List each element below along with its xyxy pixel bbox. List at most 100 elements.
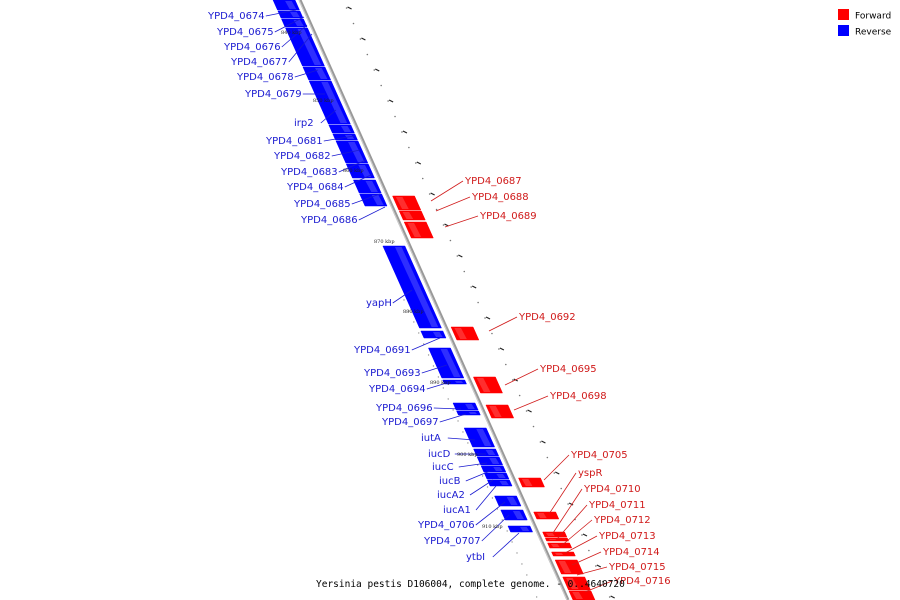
forward-leader-line xyxy=(444,215,479,228)
reverse-gene xyxy=(308,80,351,125)
legend-forward-swatch xyxy=(838,9,849,20)
major-tick xyxy=(347,6,352,10)
major-tick xyxy=(527,409,532,413)
forward-gene-label: YPD4_0710 xyxy=(583,484,641,495)
minor-tick xyxy=(553,472,556,474)
minor-tick xyxy=(394,115,396,118)
forward-gene xyxy=(533,511,560,520)
reverse-leader-line xyxy=(294,69,319,78)
forward-gene xyxy=(568,590,596,600)
minor-tick xyxy=(387,100,389,102)
reverse-gene-label: iucA2 xyxy=(437,490,465,501)
minor-tick xyxy=(539,441,542,443)
minor-tick xyxy=(486,486,489,488)
reverse-gene xyxy=(456,410,481,416)
forward-leader-line xyxy=(513,395,549,411)
reverse-gene-label: YPD4_0674 xyxy=(207,11,265,22)
major-tick xyxy=(541,440,546,444)
forward-gene xyxy=(544,537,570,542)
reverse-leader-line xyxy=(265,9,297,17)
reverse-leader-line xyxy=(426,381,451,390)
minor-tick xyxy=(470,286,472,288)
minor-tick xyxy=(463,270,466,273)
major-tick xyxy=(582,533,588,537)
reverse-leader-line xyxy=(447,437,476,441)
minor-tick xyxy=(477,301,479,304)
major-tick xyxy=(596,564,602,568)
forward-leader-line xyxy=(504,368,539,386)
reverse-leader-line xyxy=(481,514,510,542)
minor-tick xyxy=(359,38,362,40)
reverse-gene xyxy=(480,465,507,473)
minor-tick xyxy=(435,208,438,211)
forward-gene-label: YPD4_0713 xyxy=(598,531,656,542)
forward-gene-label: YPD4_0689 xyxy=(479,211,537,222)
reverse-gene-label: iucB xyxy=(439,476,461,487)
reverse-leader-line xyxy=(358,206,386,221)
reverse-leader-line xyxy=(288,33,313,63)
reverse-gene-label: ytbI xyxy=(466,552,485,563)
major-tick xyxy=(568,502,574,506)
reverse-leader-line xyxy=(338,159,367,173)
reverse-leader-line xyxy=(323,135,355,142)
minor-tick xyxy=(457,420,459,422)
forward-gene-label: YPD4_0687 xyxy=(464,176,522,187)
forward-gene xyxy=(562,576,591,591)
tick-label: 850 kbp xyxy=(313,98,334,104)
minor-tick xyxy=(498,348,500,350)
forward-gene-label: YPD4_0698 xyxy=(549,391,607,402)
reverse-gene xyxy=(272,0,300,11)
minor-tick xyxy=(491,497,494,499)
minor-tick xyxy=(506,530,508,532)
minor-tick xyxy=(432,365,435,367)
forward-leader-line xyxy=(488,316,518,332)
reverse-gene xyxy=(507,525,534,533)
reverse-gene xyxy=(281,18,308,28)
minor-tick xyxy=(421,177,424,180)
reverse-gene-label: YPD4_0682 xyxy=(273,151,331,162)
major-tick xyxy=(374,68,380,72)
reverse-leader-line xyxy=(458,462,488,468)
reverse-gene-label: YPD4_0681 xyxy=(265,136,323,147)
minor-tick xyxy=(526,574,528,576)
minor-tick xyxy=(467,442,469,444)
scale-tick-labels: 840 kbp 850 kbp 860 kbp 870 kbp 880 kbp 890 k… xyxy=(281,30,503,530)
forward-gene-label: YPD4_0692 xyxy=(518,312,576,323)
minor-tick xyxy=(560,487,562,490)
reverse-gene xyxy=(463,427,496,448)
minor-tick xyxy=(518,394,521,397)
forward-gene-label: YPD4_0716 xyxy=(613,576,671,587)
major-tick xyxy=(485,316,491,320)
minor-tick xyxy=(447,398,449,400)
reverse-leader-line xyxy=(433,407,462,410)
reverse-gene-label: yapH xyxy=(366,298,392,309)
minor-tick xyxy=(546,456,549,459)
reverse-leader-line xyxy=(475,501,506,526)
major-tick xyxy=(388,99,394,103)
reverse-gene xyxy=(483,472,510,480)
minor-tick xyxy=(427,354,430,356)
minor-tick xyxy=(437,376,440,378)
minor-tick xyxy=(408,310,410,312)
major-tick xyxy=(430,192,435,196)
minor-tick xyxy=(449,239,452,242)
forward-gene-label: YPD4_0714 xyxy=(602,547,660,558)
legend-reverse-label: Reverse xyxy=(855,28,892,38)
major-tick xyxy=(402,130,408,134)
forward-gene xyxy=(547,542,573,549)
tick-label: 910 kbp xyxy=(482,524,503,530)
forward-leader-line xyxy=(576,566,608,576)
minor-tick xyxy=(567,503,569,505)
major-tick xyxy=(555,471,560,475)
forward-gene xyxy=(485,404,515,419)
forward-gene xyxy=(542,531,568,538)
minor-tick xyxy=(462,431,464,433)
reverse-gene-label: YPD4_0685 xyxy=(293,199,351,210)
minor-tick xyxy=(418,332,420,334)
tick-label: 880 kbp xyxy=(403,309,424,315)
reverse-gene-label: iutA xyxy=(421,433,441,444)
reverse-gene xyxy=(487,479,513,487)
reverse-gene xyxy=(353,179,382,194)
forward-gene xyxy=(403,221,434,239)
